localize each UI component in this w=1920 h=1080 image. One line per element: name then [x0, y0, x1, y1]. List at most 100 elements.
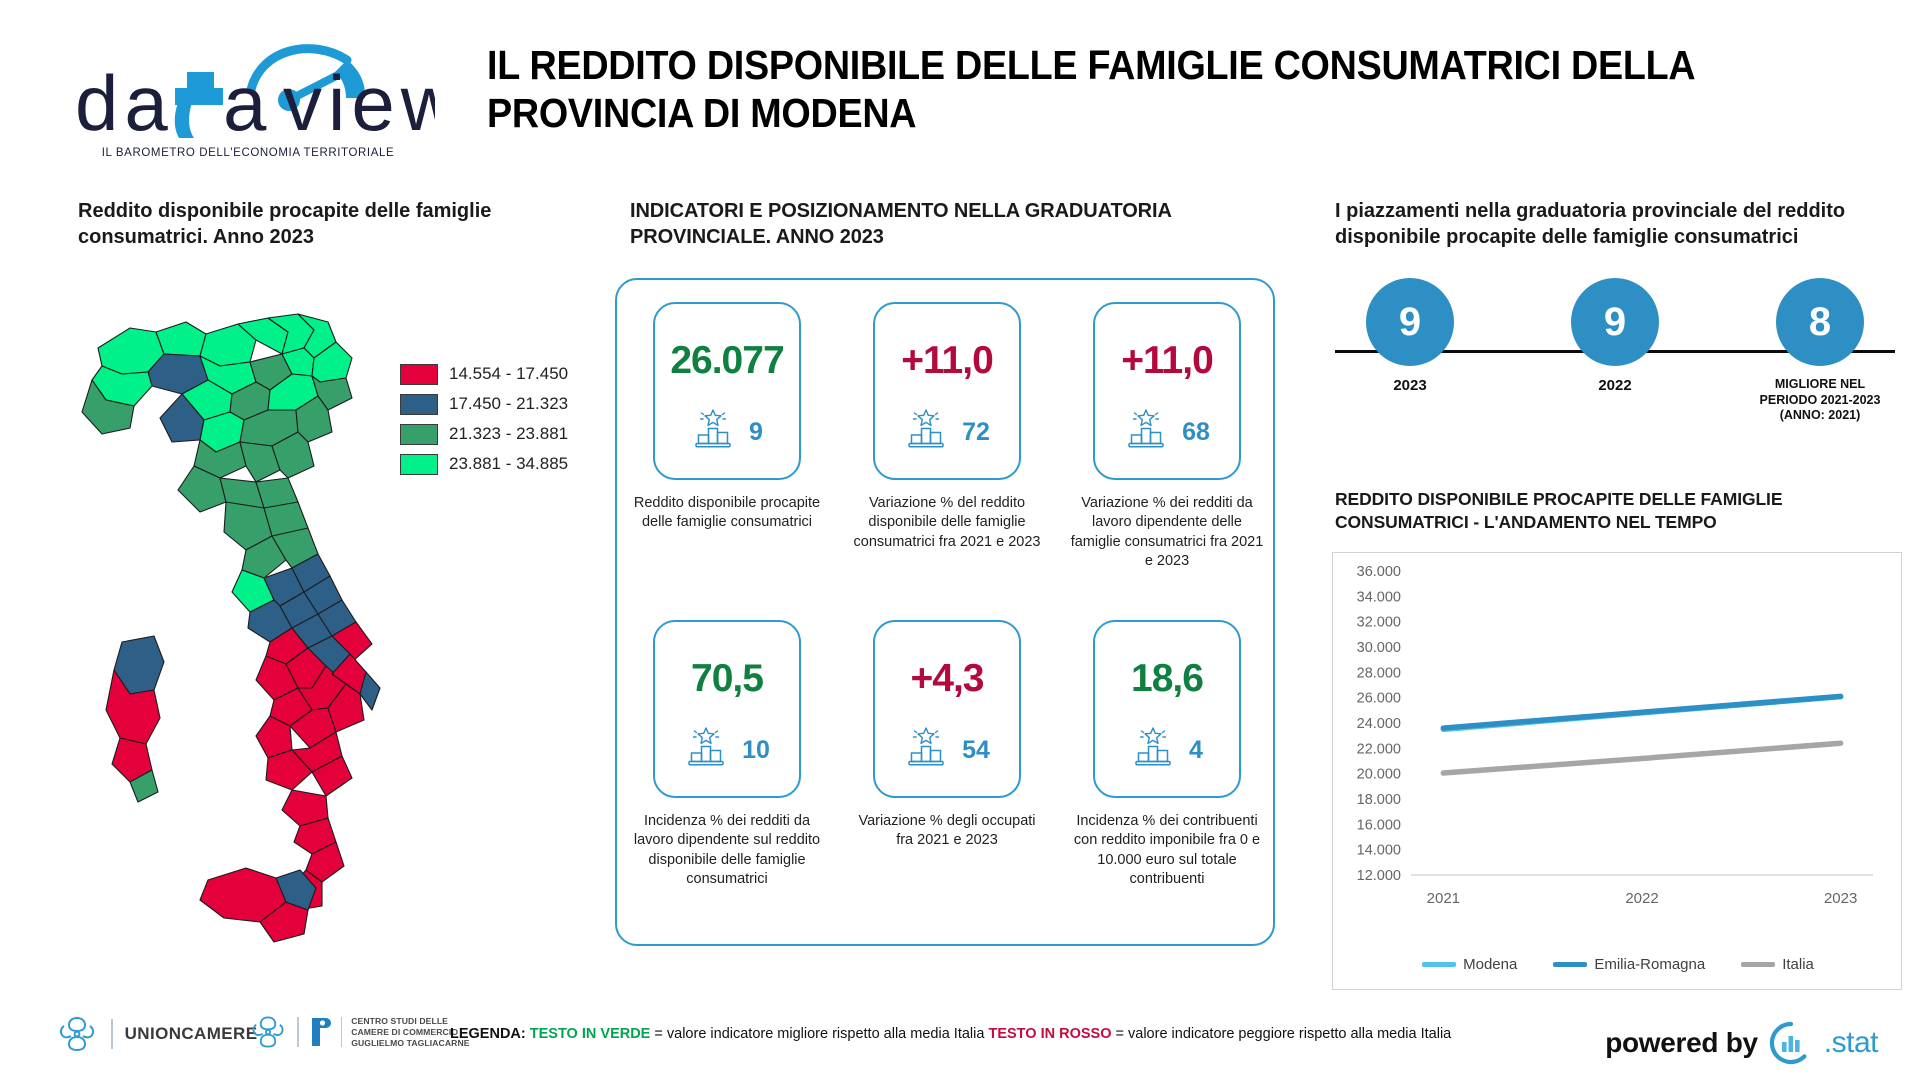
kpi-rank: 72 [962, 417, 990, 446]
footer-legend: LEGENDA: TESTO IN VERDE = valore indicat… [450, 1026, 1530, 1042]
kpi-card[interactable]: +4,3 54 [873, 620, 1021, 798]
kpi-rank-line: 10 [684, 724, 770, 768]
logo-divider [340, 1017, 343, 1047]
kpi-caption: Incidenza % dei redditi da lavoro dipend… [633, 813, 821, 887]
kpi-card[interactable]: 26.077 9 [653, 302, 801, 480]
kpi-card[interactable]: +11,0 72 [873, 302, 1021, 480]
kpi-cell: 18,6 4 [1063, 620, 1271, 889]
ranking-value: 8 [1776, 278, 1864, 366]
page-title: IL REDDITO DISPONIBILE DELLE FAMIGLIE CO… [487, 42, 1694, 136]
dataview-logo: da a view [55, 30, 435, 145]
ranking-item[interactable]: 9 2022 [1540, 278, 1690, 424]
ranking-value: 9 [1571, 278, 1659, 366]
ranking-item[interactable]: 8 MIGLIORE NEL PERIODO 2021-2023 (ANNO: … [1745, 278, 1895, 424]
kpi-value: 18,6 [1131, 656, 1204, 700]
chart-legend: Modena Emilia-Romagna Italia [1333, 956, 1903, 973]
centro-studi-line-3: GUGLIELMO TAGLIACARNE [351, 1037, 470, 1048]
line-chart-svg: 12.000 14.000 16.000 18.000 20.000 22.000 24.0… [1357, 564, 1873, 907]
stat-logo-icon [1769, 1021, 1807, 1065]
ranking-label: MIGLIORE NEL PERIODO 2021-2023 (ANNO: 20… [1759, 377, 1881, 422]
legend-label-3: 21.323 - 23.881 [449, 424, 569, 443]
podium-star-icon [1135, 726, 1171, 765]
kpi-cell: 70,5 10 [623, 620, 831, 889]
ranking-timeline: 9 2023 9 2022 8 MIGLIORE NEL PERIODO 202… [1335, 278, 1895, 468]
kpi-caption: Variazione % del reddito disponibile del… [853, 495, 1041, 550]
podium-star-icon [908, 726, 944, 765]
svg-text:36.000: 36.000 [1357, 564, 1401, 580]
ranking-section-heading: I piazzamenti nella graduatoria provinci… [1335, 200, 1846, 249]
legend-green-desc: = valore indicatore migliore rispetto al… [654, 1026, 985, 1042]
kpi-value: +4,3 [910, 656, 985, 700]
italy-choropleth-map: 14.554 - 17.450 17.450 - 21.323 21.323 -… [60, 270, 580, 970]
legend-entry-emilia-romagna[interactable]: Emilia-Romagna [1553, 956, 1705, 973]
svg-text:26.000: 26.000 [1357, 691, 1401, 707]
svg-text:14.000: 14.000 [1357, 843, 1401, 859]
kpi-rank: 10 [742, 735, 770, 764]
legend-entry-modena[interactable]: Modena [1422, 956, 1517, 973]
kpi-value: +11,0 [901, 338, 994, 382]
unioncamere-mark-icon [59, 1016, 95, 1052]
legend-text-modena: Modena [1463, 956, 1518, 973]
kpi-rank: 54 [962, 735, 990, 764]
svg-text:34.000: 34.000 [1357, 589, 1401, 605]
kpi-rank-line: 9 [691, 406, 763, 450]
centro-studi-line-1: CENTRO STUDI DELLE [351, 1015, 448, 1026]
kpi-cell: 26.077 9 [623, 302, 831, 571]
map-legend: 14.554 - 17.450 17.450 - 21.323 21.323 -… [400, 362, 568, 482]
svg-text:2023: 2023 [1824, 890, 1857, 907]
logo-divider [297, 1017, 299, 1047]
svg-text:18.000: 18.000 [1357, 792, 1401, 808]
legend-prefix: LEGENDA: [450, 1026, 526, 1042]
svg-text:30.000: 30.000 [1357, 640, 1401, 656]
svg-text:22.000: 22.000 [1357, 741, 1401, 757]
kpi-rank-line: 72 [904, 406, 990, 450]
legend-item: 14.554 - 17.450 [400, 362, 568, 386]
ranking-item[interactable]: 9 2023 [1335, 278, 1485, 424]
kpi-rank-line: 54 [904, 724, 990, 768]
podium-star-icon [695, 408, 731, 447]
ranking-label: 2023 [1393, 377, 1427, 394]
podium-star-icon [908, 408, 944, 447]
legend-swatch-4 [400, 453, 438, 475]
italy-map-svg [81, 313, 381, 943]
centro-studi-label: CENTRO STUDI DELLE CAMERE DI COMMERCIO G… [351, 1016, 469, 1049]
podium-star-icon [688, 726, 724, 765]
kpi-caption: Reddito disponibile procapite delle fami… [633, 495, 821, 531]
kpi-caption: Incidenza % dei contribuenti con reddito… [1073, 813, 1261, 887]
powered-by-label: powered by [1605, 1027, 1758, 1058]
centro-studi-mark-icon [252, 1016, 284, 1048]
powered-by-stat[interactable]: powered by .stat [1605, 1020, 1879, 1066]
svg-text:12.000: 12.000 [1357, 868, 1401, 884]
kpi-rank: 68 [1182, 417, 1210, 446]
legend-entry-italia[interactable]: Italia [1741, 956, 1814, 973]
legend-swatch-3 [400, 423, 438, 445]
unioncamere-logo: UNIONCAMERE [55, 1012, 257, 1056]
svg-text:a: a [223, 59, 272, 145]
kpi-card[interactable]: 70,5 10 [653, 620, 801, 798]
legend-label-1: 14.554 - 17.450 [449, 364, 569, 383]
svg-text:32.000: 32.000 [1357, 615, 1401, 631]
stat-label: .stat [1823, 1026, 1879, 1059]
dataview-logo-svg: da a view [75, 44, 435, 145]
legend-swatch-emilia-romagna [1553, 962, 1588, 967]
kpi-cell: +11,0 72 [843, 302, 1051, 571]
legend-item: 23.881 - 34.885 [400, 452, 568, 476]
kpi-card[interactable]: +11,0 68 [1093, 302, 1241, 480]
kpi-card[interactable]: 18,6 4 [1093, 620, 1241, 798]
kpi-rank-line: 4 [1131, 724, 1203, 768]
kpi-rank: 9 [749, 417, 763, 446]
svg-text:16.000: 16.000 [1357, 817, 1401, 833]
kpi-row-top: 26.077 9 [617, 302, 1277, 571]
svg-text:24.000: 24.000 [1357, 716, 1401, 732]
kpi-value: 70,5 [691, 656, 764, 700]
kpi-value: 26.077 [670, 338, 784, 382]
svg-text:28.000: 28.000 [1357, 665, 1401, 681]
legend-red-desc: = valore indicatore peggiore rispetto al… [1115, 1026, 1452, 1042]
legend-red-term: TESTO IN ROSSO [988, 1026, 1112, 1042]
centro-studi-logo: CENTRO STUDI DELLE CAMERE DI COMMERCIO G… [248, 1012, 470, 1052]
legend-label-4: 23.881 - 34.885 [449, 454, 569, 473]
legend-swatch-2 [400, 393, 438, 415]
kpi-rank-line: 68 [1124, 406, 1210, 450]
svg-text:2021: 2021 [1427, 890, 1460, 907]
